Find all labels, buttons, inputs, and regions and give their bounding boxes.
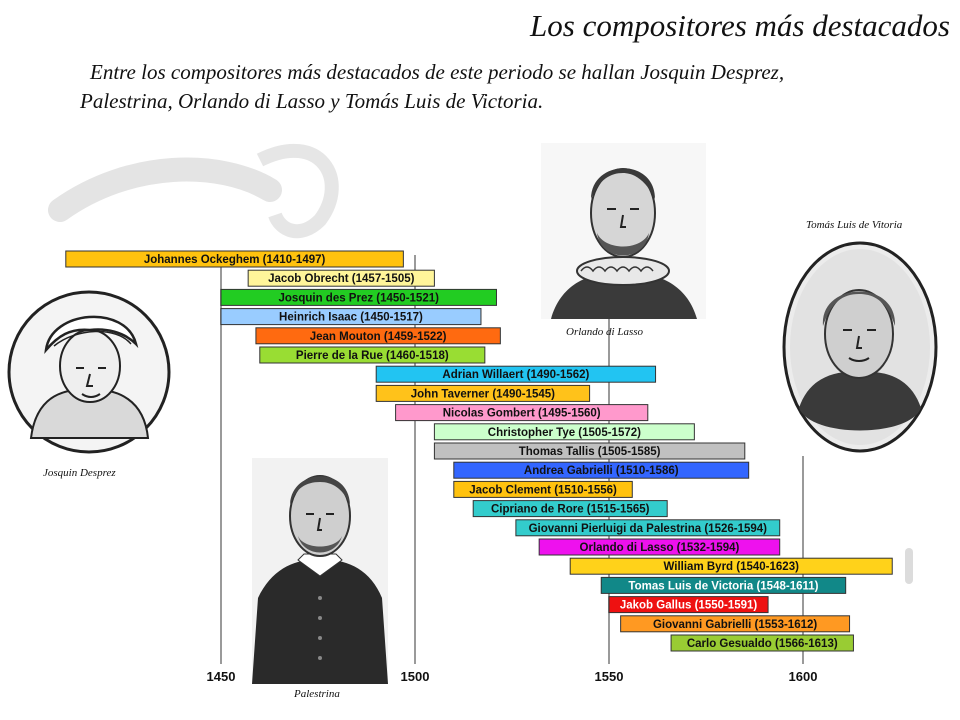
bar-rect-16 — [538, 538, 781, 556]
bar-19: Jakob Gallus (1550-1591) — [608, 596, 769, 614]
bar-rect-8 — [375, 384, 591, 402]
caption-palestrina: Palestrina — [294, 688, 340, 700]
bar-label-12: Andrea Gabrielli (1510-1586) — [524, 465, 679, 477]
bar-3: Josquin des Prez (1450-1521) — [220, 288, 497, 306]
bar-rect-15 — [515, 519, 781, 537]
bar-rect-6 — [259, 346, 486, 364]
bar-5: Jean Mouton (1459-1522) — [255, 327, 501, 345]
bar-label-21: Carlo Gesualdo (1566-1613) — [687, 638, 838, 650]
bar-2: Jacob Obrecht (1457-1505) — [247, 269, 435, 287]
ticks-layer: 1450 1500 1550 1600 — [207, 669, 818, 684]
page-title: Los compositores más destacados — [530, 8, 950, 43]
portrait-desprez — [6, 288, 172, 456]
bar-rect-12 — [453, 461, 750, 479]
bar-rect-21 — [670, 634, 854, 652]
bar-label-3: Josquin des Prez (1450-1521) — [279, 292, 440, 304]
bar-rect-5 — [255, 327, 501, 345]
bar-label-6: Pierre de la Rue (1460-1518) — [296, 350, 449, 362]
bar-label-15: Giovanni Pierluigi da Palestrina (1526-1… — [529, 523, 768, 535]
bar-label-10: Christopher Tye (1505-1572) — [488, 427, 641, 439]
caption-victoria: Tomás Luis de Vitoria — [806, 219, 903, 231]
bar-label-5: Jean Mouton (1459-1522) — [310, 331, 447, 343]
portrait-victoria — [779, 238, 941, 456]
desprez-engraving-image — [6, 288, 172, 456]
victoria-engraving-image — [779, 238, 941, 456]
bar-7: Adrian Willaert (1490-1562) — [375, 365, 657, 383]
bar-rect-18 — [600, 576, 847, 594]
bar-20: Giovanni Gabrielli (1553-1612) — [620, 615, 851, 633]
bar-rect-20 — [620, 615, 851, 633]
bar-10: Christopher Tye (1505-1572) — [433, 423, 695, 441]
caption-lasso: Orlando di Lasso — [566, 326, 644, 338]
palestrina-engraving-image — [252, 458, 388, 684]
bar-label-7: Adrian Willaert (1490-1562) — [442, 369, 589, 381]
bar-label-14: Cipriano de Rore (1515-1565) — [491, 504, 650, 516]
x-tick-label-1450: 1450 — [207, 669, 236, 684]
bar-rect-14 — [472, 500, 668, 518]
bar-label-13: Jacob Clement (1510-1556) — [469, 484, 617, 496]
bar-11: Thomas Tallis (1505-1585) — [433, 442, 746, 460]
bar-15: Giovanni Pierluigi da Palestrina (1526-1… — [515, 519, 781, 537]
bar-rect-10 — [433, 423, 695, 441]
bars-layer: Johannes Ockeghem (1410-1497) Jacob Obrec… — [65, 250, 893, 652]
x-tick-label-1550: 1550 — [595, 669, 624, 684]
bar-rect-1 — [65, 250, 404, 268]
bar-label-1: Johannes Ockeghem (1410-1497) — [144, 254, 326, 266]
bar-13: Jacob Clement (1510-1556) — [453, 480, 633, 498]
decorative-mark — [905, 548, 913, 584]
bar-rect-7 — [375, 365, 657, 383]
bar-label-19: Jakob Gallus (1550-1591) — [620, 600, 758, 612]
bar-14: Cipriano de Rore (1515-1565) — [472, 500, 668, 518]
bar-label-11: Thomas Tallis (1505-1585) — [519, 446, 661, 458]
decorative-swoosh — [48, 143, 339, 239]
bar-1: Johannes Ockeghem (1410-1497) — [65, 250, 404, 268]
bar-21: Carlo Gesualdo (1566-1613) — [670, 634, 854, 652]
bar-18: Tomas Luis de Victoria (1548-1611) — [600, 576, 847, 594]
bar-12: Andrea Gabrielli (1510-1586) — [453, 461, 750, 479]
bar-label-18: Tomas Luis de Victoria (1548-1611) — [628, 580, 818, 592]
bar-label-9: Nicolas Gombert (1495-1560) — [443, 408, 601, 420]
bar-9: Nicolas Gombert (1495-1560) — [395, 404, 649, 422]
bar-rect-13 — [453, 480, 633, 498]
bar-label-8: John Taverner (1490-1545) — [411, 388, 555, 400]
bar-17: William Byrd (1540-1623) — [569, 557, 893, 575]
portrait-lasso — [541, 143, 706, 319]
bar-rect-3 — [220, 288, 497, 306]
bar-label-16: Orlando di Lasso (1532-1594) — [580, 542, 740, 554]
portrait-palestrina — [252, 458, 388, 684]
bar-6: Pierre de la Rue (1460-1518) — [259, 346, 486, 364]
bar-rect-19 — [608, 596, 769, 614]
intro-text: Entre los compositores más destacados de… — [80, 60, 785, 113]
bar-label-2: Jacob Obrecht (1457-1505) — [268, 273, 415, 285]
bar-label-20: Giovanni Gabrielli (1553-1612) — [653, 619, 817, 631]
bar-rect-4 — [220, 308, 482, 326]
bar-8: John Taverner (1490-1545) — [375, 384, 591, 402]
bar-rect-9 — [395, 404, 649, 422]
bar-4: Heinrich Isaac (1450-1517) — [220, 308, 482, 326]
bar-rect-17 — [569, 557, 893, 575]
caption-desprez: Josquin Desprez — [43, 467, 116, 479]
x-tick-label-1600: 1600 — [789, 669, 818, 684]
bar-rect-11 — [433, 442, 746, 460]
bar-16: Orlando di Lasso (1532-1594) — [538, 538, 781, 556]
lasso-engraving-image — [541, 143, 706, 319]
x-tick-label-1500: 1500 — [401, 669, 430, 684]
bar-rect-2 — [247, 269, 435, 287]
bar-label-17: William Byrd (1540-1623) — [664, 561, 800, 573]
bar-label-4: Heinrich Isaac (1450-1517) — [279, 312, 423, 324]
